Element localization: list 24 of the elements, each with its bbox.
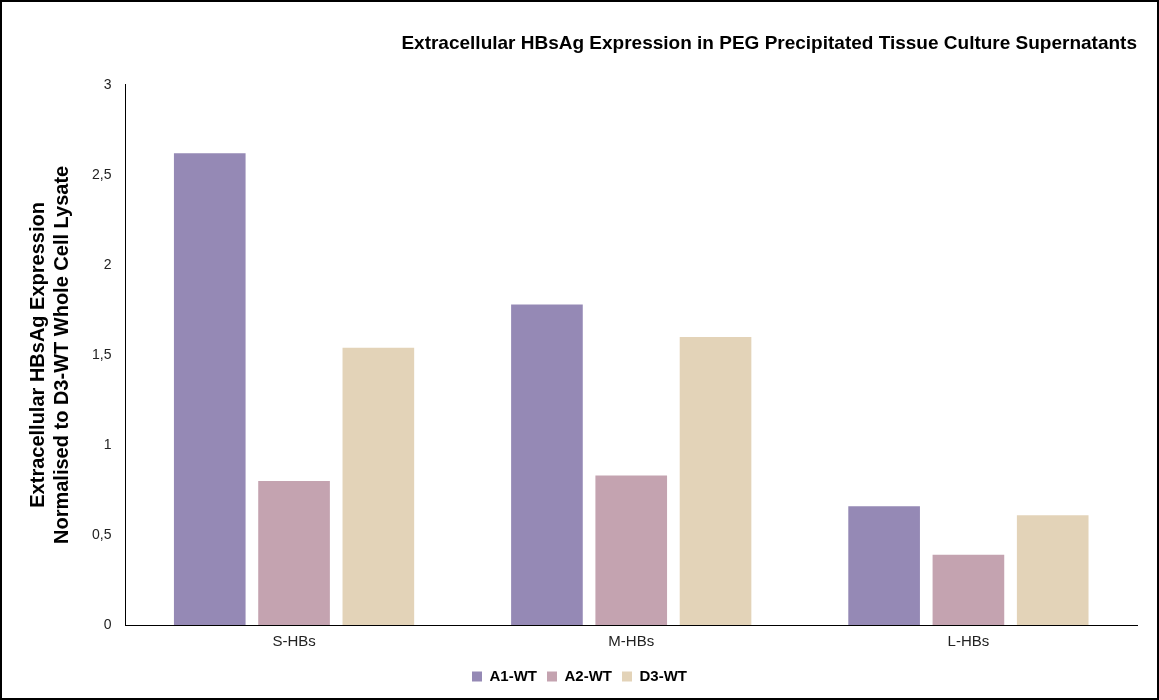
chart-title: Extracellular HBsAg Expression in PEG Precipitated Tissue Culture Supernatants bbox=[401, 31, 1137, 53]
bar bbox=[511, 304, 583, 625]
y-tick-label: 0,5 bbox=[91, 525, 112, 542]
bar bbox=[258, 480, 330, 625]
legend-label: A1-WT bbox=[489, 666, 538, 684]
bar bbox=[342, 347, 415, 625]
bar bbox=[679, 336, 752, 625]
x-tick-label: M-HBs bbox=[608, 632, 655, 650]
y-tick-label: 1 bbox=[103, 435, 112, 452]
y-tick-label: 2 bbox=[103, 255, 112, 272]
bar bbox=[595, 475, 668, 625]
x-tick-label: S-HBs bbox=[272, 632, 316, 650]
bar bbox=[173, 153, 246, 625]
y-tick-label: 1,5 bbox=[91, 345, 112, 362]
bar bbox=[1016, 515, 1089, 625]
y-tick-label: 3 bbox=[103, 75, 112, 92]
y-tick-label: 2,5 bbox=[91, 165, 112, 182]
bar bbox=[932, 554, 1005, 625]
legend-label: D3-WT bbox=[639, 666, 687, 684]
y-axis-title: Extracellular HBsAg Expression Normalised to D3-WT Whole Cell Lysate bbox=[25, 165, 72, 544]
bar bbox=[848, 506, 920, 625]
y-tick-label: 0 bbox=[103, 615, 112, 632]
legend-label: A2-WT bbox=[564, 666, 612, 684]
x-tick-label: L-HBs bbox=[947, 632, 990, 650]
